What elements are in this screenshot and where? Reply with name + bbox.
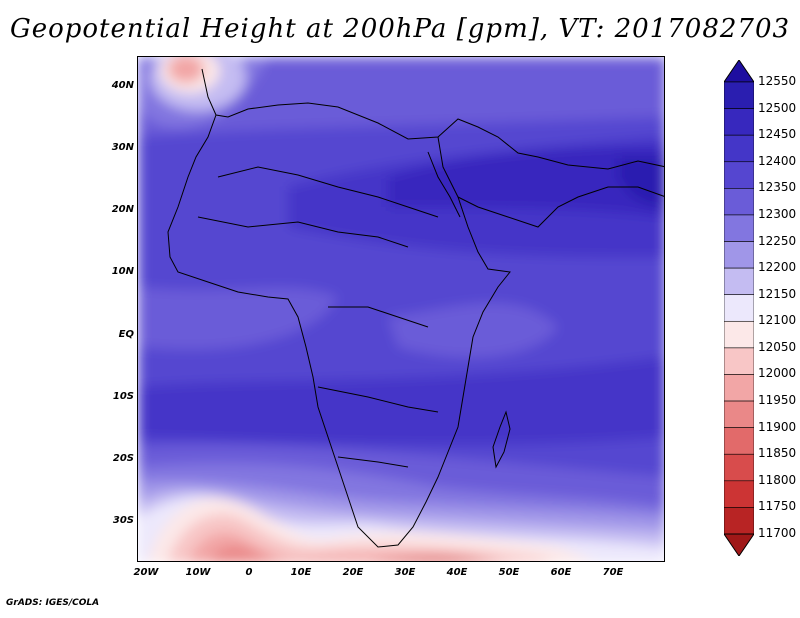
lon-label-10e: 10E <box>290 567 312 578</box>
colorbar-label: 12550 <box>758 74 797 88</box>
lon-label-20w: 20W <box>133 567 159 578</box>
colorbar-box <box>724 267 754 296</box>
colorbar-label: 12250 <box>758 233 797 248</box>
lon-label-30e: 30E <box>394 567 416 578</box>
colorbar-label: 12500 <box>758 100 797 115</box>
lat-label-10n: 10N <box>111 266 134 277</box>
colorbar-top-arrow <box>724 60 754 83</box>
colorbar-label: 12200 <box>758 260 797 275</box>
colorbar-label: 12450 <box>758 127 797 142</box>
colorbar-label: 12400 <box>758 153 797 168</box>
coastlines <box>167 68 664 548</box>
colorbar-box <box>724 427 754 455</box>
lon-label-20e: 20E <box>342 567 364 578</box>
lat-label-30n: 30N <box>111 142 134 153</box>
lon-label-40e: 40E <box>446 567 468 578</box>
colorbar-label: 12350 <box>758 180 797 195</box>
colorbar-box <box>724 453 754 482</box>
colorbar-box <box>724 294 754 322</box>
colorbar-box <box>724 108 754 136</box>
colorbar-label: 11750 <box>758 499 797 514</box>
lon-label-70e: 70E <box>602 567 624 578</box>
colorbar-box <box>724 374 754 402</box>
colorbar-box <box>724 347 754 375</box>
colorbar-box <box>724 188 754 216</box>
colorbar-label: 11700 <box>758 526 797 540</box>
colorbar-box <box>724 400 754 428</box>
grads-credit: GrADS: IGES/COLA <box>6 598 100 608</box>
colorbar-label: 11900 <box>758 419 797 434</box>
colorbar-box <box>724 81 754 109</box>
lon-label-60e: 60E <box>550 567 572 578</box>
colorbar-box <box>724 134 754 163</box>
lat-label-30s: 30S <box>112 515 134 526</box>
lon-label-50e: 50E <box>498 567 520 578</box>
colorbar-label: 11950 <box>758 393 797 408</box>
map-title: Geopotential Height at 200hPa [gpm], VT:… <box>9 14 791 44</box>
colorbar-label: 12150 <box>758 286 797 301</box>
colorbar-box <box>724 320 754 349</box>
colorbar-bottom-arrow <box>724 533 754 556</box>
colorbar-box <box>724 241 754 269</box>
lat-label-10s: 10S <box>112 391 134 402</box>
colorbar-label: 12100 <box>758 313 797 328</box>
colorbar-box <box>724 161 754 189</box>
lat-label-20s: 20S <box>112 453 134 464</box>
colorbar-box <box>724 214 754 242</box>
colorbar-box <box>724 480 754 508</box>
colorbar-label: 12050 <box>758 339 797 354</box>
lat-label-40n: 40N <box>111 80 134 91</box>
colorbar-label: 12000 <box>758 366 797 381</box>
lon-label-10w: 10W <box>185 567 211 578</box>
colorbar-label: 12300 <box>758 206 797 221</box>
lon-label-0: 0 <box>245 567 253 578</box>
lat-label-eq: EQ <box>118 329 134 340</box>
colorbar-label: 11800 <box>758 472 797 487</box>
lat-label-20n: 20N <box>111 204 134 215</box>
colorbar <box>724 60 754 556</box>
colorbar-label: 11850 <box>758 446 797 461</box>
map-plot-area <box>137 56 665 562</box>
geopotential-height-field <box>138 57 664 561</box>
colorbar-box <box>724 507 754 535</box>
